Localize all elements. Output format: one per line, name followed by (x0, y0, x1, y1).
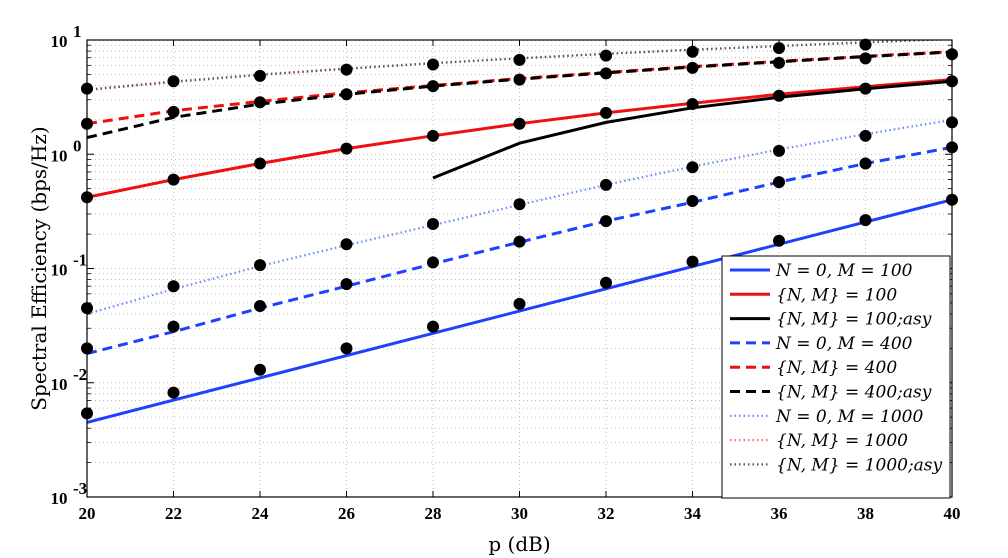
series-1-marker (859, 214, 872, 227)
y-tick-label: 10 (51, 32, 68, 51)
series-7-marker (600, 178, 612, 191)
series-6-marker (167, 105, 180, 118)
series-4-marker (254, 299, 266, 312)
legend-label-9: {N, M} = 1000;asy (776, 455, 943, 475)
y-tick-label: 10 (51, 375, 68, 394)
series-1-marker (513, 297, 526, 310)
series-1-marker (340, 342, 353, 355)
series-4-marker (427, 256, 439, 269)
legend: N = 0, M = 100 {N, M} = 100 {N, M} = 100;a… (721, 255, 951, 499)
series-6-marker (773, 56, 785, 69)
series-6-marker (686, 61, 699, 74)
legend-label-7: N = 0, M = 1000 (775, 407, 923, 427)
series-line-4 (87, 145, 952, 356)
legend-label-1: N = 0, M = 100 (775, 261, 913, 281)
series-9-marker (686, 45, 699, 58)
series-line-1 (87, 198, 952, 424)
series-3-marker (686, 98, 699, 111)
x-tick-label: 34 (684, 504, 702, 523)
series-9-marker (513, 53, 526, 66)
legend-label-2: {N, M} = 100 (776, 285, 897, 305)
series-line-9 (87, 40, 952, 92)
series-4-marker (340, 278, 353, 291)
series-7-marker (513, 198, 526, 211)
series-1-marker (167, 386, 180, 399)
y-tick-exponent: -2 (73, 365, 87, 384)
series-3-marker (859, 82, 872, 95)
series-9-marker (600, 49, 612, 62)
series-3-marker (773, 89, 785, 102)
series-9-marker (254, 69, 266, 82)
series-4-marker (859, 157, 872, 170)
series-3-marker (167, 173, 180, 186)
legend-label-5: {N, M} = 400 (776, 358, 897, 378)
x-tick-label: 40 (944, 504, 961, 523)
series-6-marker (340, 88, 353, 101)
series-3-marker (513, 117, 526, 130)
series-6-marker (600, 67, 612, 80)
series-6-marker (513, 73, 526, 86)
series-1-marker (686, 255, 699, 268)
series-9-marker (167, 75, 180, 88)
series-7-marker (254, 259, 266, 272)
series-7-marker (686, 161, 699, 174)
x-tick-label: 38 (857, 504, 874, 523)
x-tick-label: 20 (79, 504, 96, 523)
x-tick-label: 36 (771, 504, 788, 523)
legend-label-4: N = 0, M = 400 (775, 334, 913, 354)
series-3-marker (254, 157, 266, 170)
series-6-marker (427, 80, 439, 93)
y-tick-exponent: -3 (73, 479, 87, 498)
series-4-marker (513, 235, 526, 248)
x-axis-title: p (dB) (488, 532, 550, 556)
series-6-marker (254, 96, 266, 109)
x-tick-label: 22 (165, 504, 182, 523)
y-tick-exponent: 1 (73, 22, 82, 41)
series-1-marker (254, 363, 266, 376)
axis-ticks: 20 22 24 26 28 30 32 34 36 38 40 10 -3 10 -2 10 -1 10 0 10 1 (51, 22, 961, 523)
series-7-marker (773, 144, 785, 157)
x-tick-label: 28 (425, 504, 442, 523)
legend-label-3: {N, M} = 100;asy (776, 310, 932, 330)
y-tick-label: 10 (51, 261, 68, 280)
x-tick-label: 32 (598, 504, 615, 523)
series-4-marker (773, 176, 785, 189)
series-4-marker (167, 320, 180, 333)
series-7-marker (859, 129, 872, 142)
series-4-marker (600, 215, 612, 228)
series-1-marker (427, 320, 439, 333)
y-tick-exponent: 0 (73, 136, 82, 155)
series-9-marker (773, 42, 785, 55)
series-7-marker (167, 280, 180, 293)
legend-label-8: {N, M} = 1000 (776, 431, 908, 451)
legend-label-6: {N, M} = 400;asy (776, 383, 932, 403)
series-3-marker (340, 142, 353, 155)
legend-box (721, 255, 951, 499)
series-1-marker (600, 276, 612, 289)
y-tick-exponent: -1 (73, 251, 87, 270)
series-3-marker (427, 129, 439, 142)
series-4-marker (686, 194, 699, 207)
plot-markers (81, 38, 958, 420)
series-3-marker (600, 106, 612, 119)
y-axis-title: Spectral Efficiency (bps/Hz) (27, 126, 51, 410)
series-9-marker (340, 63, 353, 76)
x-tick-label: 30 (511, 504, 528, 523)
series-1-marker (773, 234, 785, 247)
y-tick-label: 10 (51, 146, 68, 165)
y-tick-label: 10 (51, 489, 68, 508)
series-7-marker (340, 238, 353, 251)
x-tick-label: 26 (338, 504, 355, 523)
series-9-marker (427, 58, 439, 71)
series-6-marker (859, 52, 872, 65)
x-tick-label: 24 (252, 504, 270, 523)
series-7-marker (427, 218, 439, 231)
